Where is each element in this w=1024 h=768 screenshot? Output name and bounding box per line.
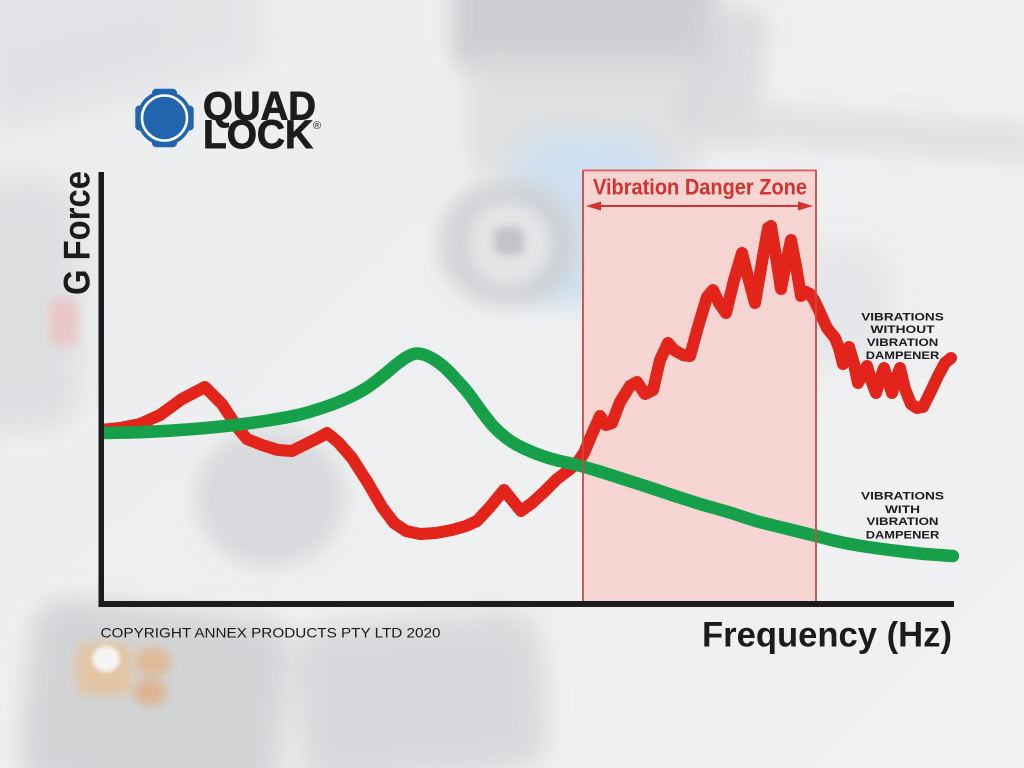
- svg-text:WITH: WITH: [885, 504, 920, 516]
- svg-text:G Force: G Force: [57, 171, 98, 295]
- svg-text:LOCK: LOCK: [203, 113, 313, 157]
- svg-text:®: ®: [313, 120, 321, 132]
- svg-text:VIBRATIONS: VIBRATIONS: [861, 311, 944, 323]
- svg-text:COPYRIGHT ANNEX PRODUCTS PTY L: COPYRIGHT ANNEX PRODUCTS PTY LTD 2020: [101, 626, 441, 641]
- svg-text:VIBRATION: VIBRATION: [867, 337, 939, 349]
- svg-text:DAMPENER: DAMPENER: [866, 529, 940, 541]
- svg-text:Frequency (Hz): Frequency (Hz): [702, 616, 952, 655]
- svg-text:QUAD: QUAD: [203, 85, 316, 129]
- svg-text:VIBRATIONS: VIBRATIONS: [861, 491, 944, 503]
- svg-text:WITHOUT: WITHOUT: [871, 324, 936, 336]
- svg-text:DAMPENER: DAMPENER: [866, 350, 940, 362]
- svg-text:Vibration Danger Zone: Vibration Danger Zone: [593, 175, 807, 200]
- svg-text:VIBRATION: VIBRATION: [867, 516, 939, 528]
